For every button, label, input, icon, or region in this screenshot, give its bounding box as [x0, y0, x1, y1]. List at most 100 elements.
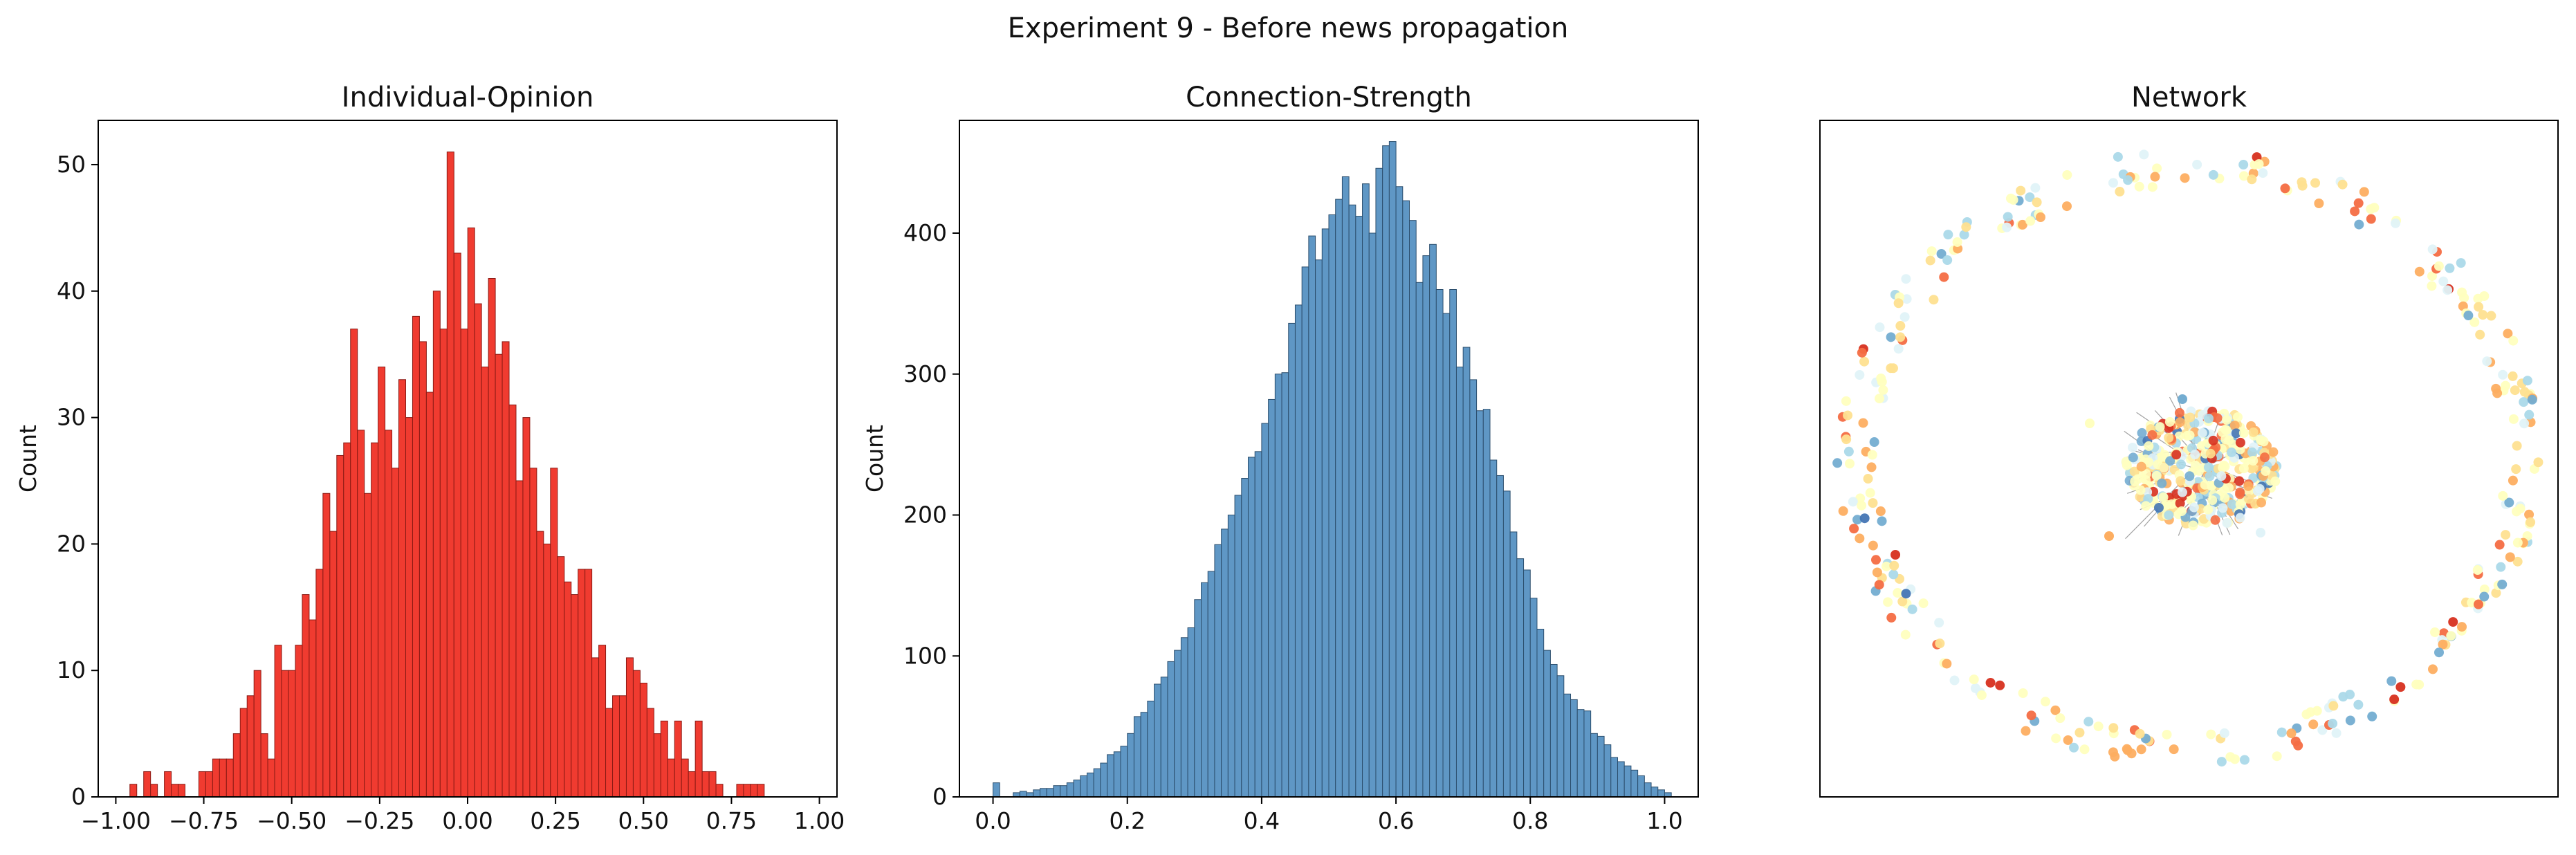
chart-title: Network: [2131, 82, 2247, 113]
histogram-bar: [1523, 569, 1531, 798]
histogram-bar: [1241, 478, 1249, 798]
histogram-bar: [1422, 255, 1430, 798]
axes-frame: [1819, 120, 2559, 798]
network-node: [1893, 588, 1903, 598]
x-tick-label: 1.0: [1646, 807, 1682, 834]
histogram-bar: [1644, 782, 1652, 798]
histogram-bar: [688, 771, 696, 798]
y-tick-label: 300: [903, 360, 947, 387]
network-node: [2192, 159, 2202, 169]
network-node: [1881, 561, 1891, 571]
x-tick-label: 0.00: [442, 807, 493, 834]
network-node: [2312, 706, 2322, 716]
histogram-bar: [1180, 637, 1188, 798]
network-node: [1872, 567, 1882, 578]
histogram-bar: [1288, 322, 1296, 798]
histogram-bar: [1093, 768, 1101, 798]
network-node: [1890, 550, 1901, 560]
histogram-bar: [260, 733, 268, 798]
histogram-bar: [1080, 775, 1087, 798]
network-node: [2501, 380, 2511, 391]
histogram-bar: [1046, 788, 1054, 798]
network-node: [2473, 599, 2483, 609]
network-node: [2442, 285, 2453, 295]
network-node: [2258, 168, 2268, 178]
network-node: [2367, 711, 2377, 721]
network-node: [2165, 456, 2175, 466]
network-node: [2505, 552, 2515, 562]
network-node: [2508, 371, 2518, 381]
network-node: [2486, 311, 2496, 321]
network-node: [2478, 310, 2488, 320]
network-node: [2174, 407, 2184, 418]
x-tick-label: 0.50: [618, 807, 669, 834]
histogram-bar: [1154, 683, 1161, 798]
histogram-bar: [453, 252, 461, 798]
histogram-bar: [612, 695, 620, 798]
network-node: [2169, 744, 2179, 755]
histogram-bar: [150, 784, 158, 798]
histogram-bar: [1610, 757, 1618, 798]
network-node: [2205, 471, 2215, 481]
network-node: [2331, 728, 2342, 738]
network-node: [2074, 728, 2085, 738]
histogram-bar: [1657, 789, 1665, 798]
network-node: [1901, 274, 1911, 284]
network-node: [1970, 683, 1980, 693]
histogram-bar: [605, 708, 614, 798]
histogram-bar: [639, 682, 647, 798]
network-node: [1959, 230, 1969, 240]
histogram-bar: [1362, 183, 1370, 798]
histogram-bar: [1549, 663, 1558, 798]
network-node: [2204, 413, 2214, 423]
network-node: [2083, 717, 2094, 727]
network-node: [1934, 618, 1944, 628]
network-node: [2220, 493, 2230, 503]
network-node: [1985, 677, 1996, 688]
histogram-bar: [357, 430, 365, 798]
histogram-bar: [1435, 289, 1444, 798]
network-node: [2108, 747, 2118, 757]
histogram-bar: [522, 417, 531, 798]
network-node: [2463, 311, 2474, 321]
y-tick-label: 100: [903, 642, 947, 669]
network-node: [2158, 492, 2169, 502]
network-node: [2314, 199, 2324, 209]
network-node: [2175, 476, 2186, 486]
network-node: [2122, 745, 2133, 755]
histogram-bar: [1637, 775, 1645, 798]
y-axis-label: Count: [15, 425, 42, 493]
network-node: [1995, 680, 2005, 690]
network-node: [2129, 466, 2140, 477]
network-node: [2256, 497, 2267, 508]
histogram-bar: [1482, 409, 1491, 798]
histogram-bar: [1274, 374, 1282, 798]
network-node: [2150, 172, 2160, 182]
histogram-bar: [432, 291, 441, 798]
histogram-bar: [529, 468, 537, 798]
histogram-bar: [743, 784, 751, 798]
histogram-bar: [1455, 367, 1464, 798]
network-node: [2238, 428, 2249, 438]
histogram-bar: [1147, 700, 1155, 798]
histogram-bar: [205, 771, 213, 798]
network-node: [1838, 506, 1848, 516]
network-node: [2395, 682, 2406, 692]
network-node: [2175, 417, 2185, 428]
network-node: [2498, 369, 2508, 380]
network-node: [2108, 723, 2119, 733]
network-node: [1918, 598, 1929, 609]
network-node: [1889, 560, 1899, 571]
histogram-bar: [1194, 599, 1202, 798]
network-node: [2139, 149, 2149, 160]
network-node: [1952, 237, 1962, 247]
network-node: [2115, 187, 2125, 197]
network-node: [2337, 179, 2348, 190]
network-node: [2219, 484, 2229, 495]
network-node: [2136, 461, 2146, 472]
histogram-bar: [302, 594, 310, 798]
histogram-bar: [295, 645, 303, 798]
network-node: [2136, 744, 2146, 755]
network-node: [2218, 503, 2228, 513]
network-node: [2533, 457, 2543, 468]
